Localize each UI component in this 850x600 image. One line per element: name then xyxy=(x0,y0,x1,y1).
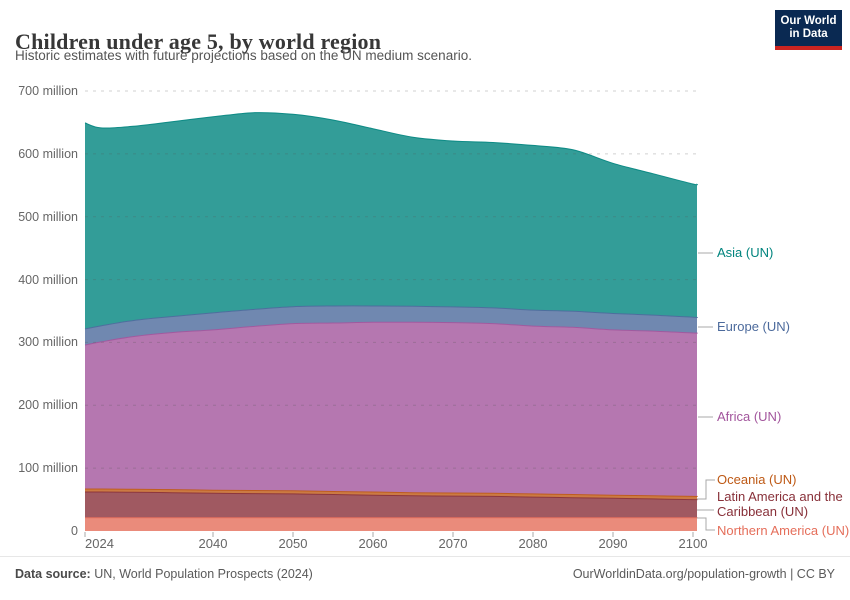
data-source-value: UN, World Population Prospects (2024) xyxy=(94,567,313,581)
legend-item-oceania[interactable]: Oceania (UN) xyxy=(717,472,797,487)
y-tick-700m: 700 million xyxy=(18,84,78,98)
page-title: Children under age 5, by world region xyxy=(15,28,382,54)
footer-divider xyxy=(0,556,850,557)
x-tick-2100: 2100 xyxy=(678,536,708,551)
x-tick-2024: 2024 xyxy=(85,536,114,551)
legend-item-latin-america[interactable]: Latin America and the Caribbean (UN) xyxy=(717,489,843,519)
legend-item-africa[interactable]: Africa (UN) xyxy=(717,409,782,424)
y-tick-0: 0 xyxy=(71,524,78,538)
line-latin-america-and-the-caribbean-un xyxy=(84,491,698,501)
legend-item-europe[interactable]: Europe (UN) xyxy=(717,319,790,334)
legend-item-asia[interactable]: Asia (UN) xyxy=(717,245,774,260)
area-asia-un[interactable] xyxy=(85,112,698,329)
area-northern-america-un[interactable] xyxy=(85,517,698,531)
area-europe-un[interactable] xyxy=(85,305,698,346)
x-tick-2050: 2050 xyxy=(278,536,308,551)
y-tick-500m: 500 million xyxy=(18,210,78,224)
credit-note[interactable]: OurWorldinData.org/population-growth | C… xyxy=(572,567,835,581)
connector-northern-america xyxy=(697,517,715,531)
area-africa-un[interactable] xyxy=(85,322,698,497)
connector-oceania xyxy=(697,479,715,500)
y-tick-600m: 600 million xyxy=(18,147,78,161)
owid-logo[interactable]: Our World in Data xyxy=(775,10,842,50)
line-asia-un xyxy=(84,112,698,186)
x-tick-2040: 2040 xyxy=(198,536,228,551)
y-tick-100m: 100 million xyxy=(18,461,78,475)
x-tick-2060: 2060 xyxy=(358,536,388,551)
line-africa-un xyxy=(84,321,698,346)
owid-logo-line2: in Data xyxy=(789,28,828,40)
x-tick-2080: 2080 xyxy=(518,536,548,551)
data-source-label: Data source: xyxy=(15,567,91,581)
chart-subtitle: Historic estimates with future projectio… xyxy=(15,48,472,63)
y-tick-300m: 300 million xyxy=(18,335,78,349)
y-tick-400m: 400 million xyxy=(18,273,78,287)
owid-logo-line1: Our World xyxy=(780,15,837,27)
legend-item-northern-america[interactable]: Northern America (UN) xyxy=(717,523,850,538)
y-tick-200m: 200 million xyxy=(18,398,78,412)
x-tick-2090: 2090 xyxy=(598,536,628,551)
x-tick-2070: 2070 xyxy=(438,536,468,551)
line-europe-un xyxy=(84,305,698,330)
data-source-note: Data source: UN, World Population Prospe… xyxy=(15,567,313,581)
area-latin-america-and-the-caribbean-un[interactable] xyxy=(85,492,698,518)
line-oceania-un xyxy=(84,488,698,497)
